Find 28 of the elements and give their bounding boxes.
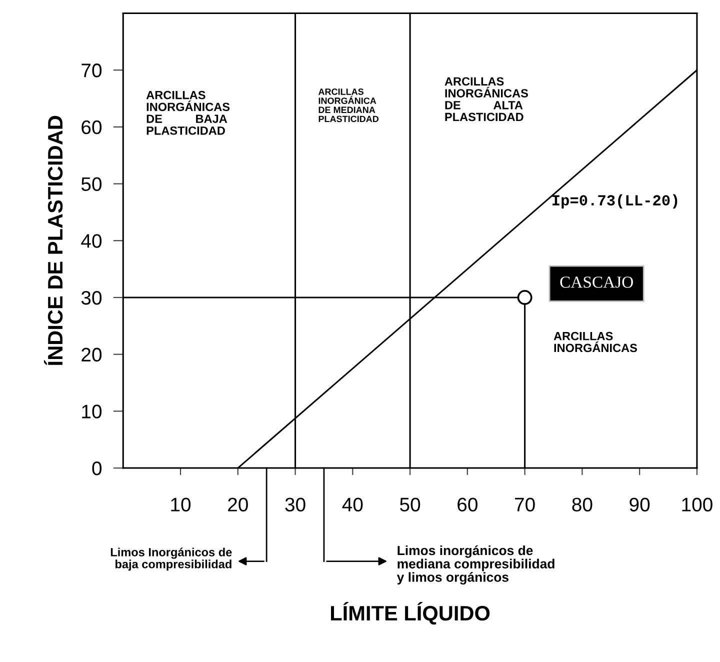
annotation: ARCILLAS INORGÁNICA DE MEDIANA PLASTICIDAD [318,88,379,122]
x-tick-label: 80 [572,498,592,512]
x-tick-label: 50 [400,498,420,512]
x-tick-label: 90 [630,498,650,512]
y-tick-label: 70 [82,64,102,78]
y-axis-title: ÍNDICE DE PLASTICIDAD [44,116,63,366]
y-tick-label: 0 [92,462,102,476]
x-tick-label: 70 [514,498,535,512]
annotation: CASCAJO [560,276,633,288]
series-label: Ip=0.73(LL-20) [552,194,678,209]
x-tick-label: 60 [458,498,478,512]
text: Limos inorgánicos de mediana compresibilidad y limos orgánicos [396,545,554,585]
y-tick-label: 50 [81,177,102,192]
x-tick-label: 30 [285,498,306,512]
y-tick-label: 10 [82,404,102,418]
x-tick-label: 100 [682,498,712,512]
x-tick-label: 10 [171,498,191,512]
x-axis-title: LÍMITE LÍQUIDO [331,602,490,625]
y-tick-label: 30 [81,290,102,305]
y-tick-label: 40 [81,234,102,248]
y-tick-label: 20 [82,348,102,362]
y-tick-label: 60 [82,120,102,134]
x-tick-label: 40 [342,498,363,512]
annotation: ARCILLAS INORGÁNICAS DE BAJA PLASTICIDAD [146,90,230,135]
x-tick-label: 20 [228,498,248,512]
text: Limos Inorgánicos de baja compresibilidad [110,548,232,571]
annotation: ARCILLAS INORGÁNICAS [554,332,637,352]
annotation: ARCILLAS INORGÁNICAS DE ALTA PLASTICIDAD [444,77,528,122]
